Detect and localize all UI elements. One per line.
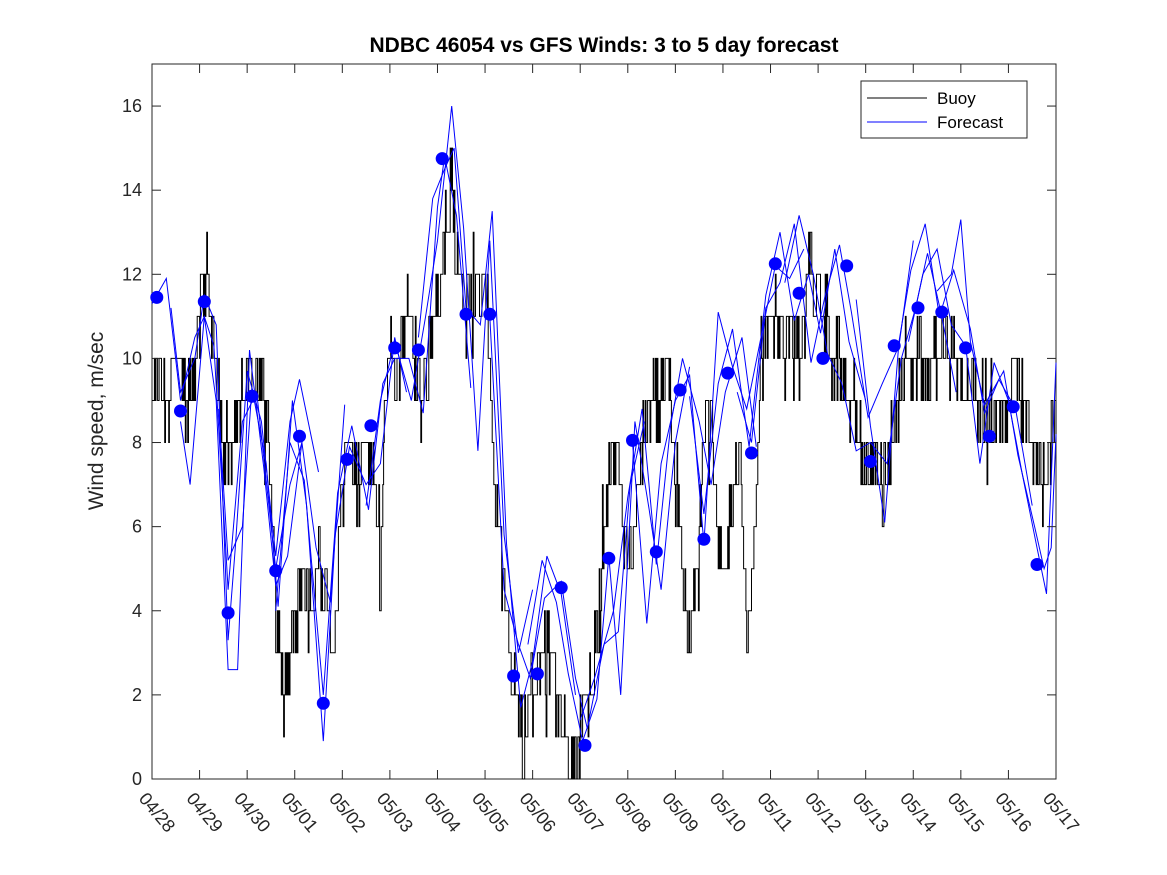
forecast-marker-0: [150, 290, 164, 304]
forecast-line-9: [579, 337, 757, 721]
y-tick-label: 12: [122, 264, 142, 284]
forecast-marker-37: [1030, 558, 1044, 571]
forecast-marker-32: [911, 301, 925, 315]
forecast-marker-7: [316, 696, 330, 710]
forecast-line-0: [151, 276, 305, 590]
forecast-marker-36: [1006, 400, 1020, 414]
forecast-marker-12: [435, 152, 449, 166]
y-tick-label: 10: [122, 348, 142, 368]
y-tick-label: 16: [122, 96, 142, 116]
forecast-marker-35: [982, 429, 996, 443]
forecast-marker-18: [578, 738, 592, 752]
forecast-line-16: [936, 219, 1057, 571]
forecast-line-1: [170, 293, 319, 641]
legend-forecast-label: Forecast: [937, 113, 1003, 132]
forecast-marker-33: [935, 305, 949, 319]
forecast-line-7: [489, 316, 645, 729]
forecast-marker-15: [507, 669, 521, 683]
forecast-marker-25: [745, 446, 758, 460]
forecast-marker-22: [673, 383, 687, 397]
forecast-marker-8: [340, 452, 354, 466]
forecast-marker-10: [388, 341, 402, 355]
forecast-marker-5: [269, 564, 283, 578]
forecast-marker-23: [697, 532, 711, 546]
y-tick-label: 2: [132, 685, 142, 705]
forecast-line-4: [275, 156, 472, 695]
y-axis-label: Wind speed, m/sec: [85, 332, 108, 511]
forecast-line-12: [736, 223, 914, 443]
forecast-marker-1: [174, 404, 187, 418]
forecast-marker-19: [602, 551, 616, 565]
forecast-line-2: [180, 316, 346, 671]
forecast-line-11: [689, 232, 867, 515]
chart-title: NDBC 46054 vs GFS Winds: 3 to 5 day fore…: [370, 34, 839, 57]
buoy-line: [152, 147, 1057, 780]
forecast-marker-17: [554, 581, 568, 595]
forecast-line-13: [784, 215, 957, 465]
forecast-marker-26: [768, 257, 782, 271]
forecast-marker-29: [840, 259, 854, 273]
forecast-marker-28: [816, 351, 830, 365]
forecast-marker-21: [649, 545, 663, 559]
forecast-markers: [150, 152, 1044, 752]
y-tick-label: 14: [122, 180, 142, 200]
forecast-marker-27: [792, 286, 806, 300]
y-tick-label: 0: [132, 769, 142, 789]
forecast-marker-16: [530, 667, 544, 681]
forecast-marker-30: [863, 455, 877, 468]
forecast-marker-31: [887, 339, 901, 353]
forecast-marker-14: [483, 307, 497, 321]
forecast-marker-9: [364, 419, 378, 433]
forecast-marker-4: [245, 389, 259, 403]
legend: Buoy Forecast: [860, 80, 1028, 139]
buoy-series: [152, 147, 1057, 780]
forecast-marker-6: [293, 429, 306, 443]
y-tick-label: 4: [132, 601, 142, 621]
forecast-line-15: [908, 247, 1057, 595]
forecast-marker-24: [721, 366, 735, 380]
forecast-marker-13: [459, 307, 473, 321]
forecast-marker-11: [411, 343, 425, 357]
forecast-marker-3: [221, 606, 235, 620]
legend-buoy-label: Buoy: [937, 89, 976, 108]
legend-box: [860, 80, 1028, 139]
forecast-marker-34: [959, 341, 973, 355]
forecast-line-6: [417, 147, 576, 708]
forecast-marker-2: [197, 295, 211, 309]
forecast-marker-20: [626, 433, 639, 447]
y-tick-label: 8: [132, 433, 142, 453]
y-tick-label: 6: [132, 517, 142, 537]
